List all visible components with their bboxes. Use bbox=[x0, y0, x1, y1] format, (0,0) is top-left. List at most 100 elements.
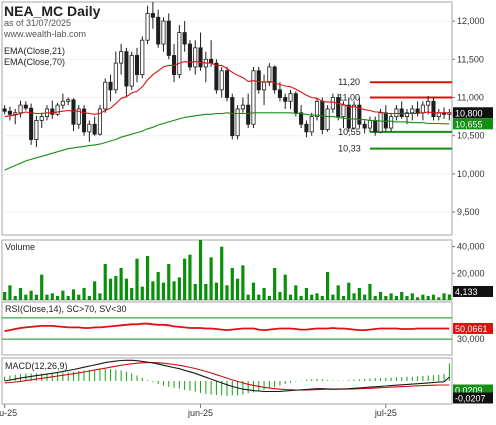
candle-body bbox=[346, 104, 351, 129]
candle-body bbox=[18, 104, 23, 114]
ema70-line bbox=[4, 112, 450, 171]
candle-body bbox=[219, 70, 224, 91]
volume-bar bbox=[315, 293, 319, 300]
volume-bar bbox=[34, 294, 38, 300]
price-tick-label: 10,500 bbox=[457, 131, 485, 141]
volume-bar bbox=[294, 285, 298, 300]
price-tick-label: 12,000 bbox=[457, 16, 485, 26]
candle-body bbox=[60, 100, 65, 106]
candle-body bbox=[182, 32, 187, 45]
candle-body bbox=[426, 100, 431, 106]
volume-bar bbox=[431, 294, 436, 300]
rsi-panel-frame bbox=[1, 301, 453, 356]
volume-bar bbox=[183, 258, 187, 300]
volume-bar bbox=[405, 296, 409, 300]
volume-bar bbox=[114, 276, 118, 300]
volume-bar bbox=[257, 294, 261, 300]
candle-body bbox=[224, 70, 230, 98]
macd-panel-frame bbox=[1, 357, 453, 405]
volume-bar bbox=[384, 296, 388, 300]
candle-body bbox=[2, 108, 7, 112]
volume-bar bbox=[442, 293, 446, 300]
volume-bar bbox=[310, 294, 314, 300]
candle-body bbox=[161, 20, 166, 45]
candle-body bbox=[240, 104, 245, 110]
volume-bar bbox=[283, 274, 287, 300]
volume-bar bbox=[130, 288, 134, 300]
candle-body bbox=[246, 104, 251, 125]
candle-body bbox=[389, 116, 394, 129]
candle-body bbox=[145, 13, 150, 41]
candle-body bbox=[394, 108, 399, 117]
volume-bar bbox=[225, 285, 229, 300]
price-tick-label: 9,500 bbox=[457, 207, 480, 217]
candle-body bbox=[13, 112, 18, 115]
candle-body bbox=[113, 62, 118, 91]
volume-bar bbox=[193, 284, 197, 300]
volume-bar bbox=[66, 296, 70, 300]
volume-bar bbox=[161, 282, 166, 300]
volume-bar bbox=[230, 268, 234, 300]
chart-title: NEA_MC Daily bbox=[4, 3, 101, 19]
volume-bar bbox=[320, 296, 324, 300]
macd-last-tag: 0,0209 bbox=[455, 386, 483, 396]
volume-bar bbox=[151, 281, 155, 300]
volume-bar bbox=[246, 294, 250, 300]
candle-body bbox=[82, 108, 87, 133]
ema-long-legend: EMA(Close,70) bbox=[4, 57, 66, 67]
volume-bar bbox=[172, 281, 176, 300]
x-tick-label: jun-25 bbox=[187, 408, 213, 418]
candle-body bbox=[251, 70, 256, 125]
rsi-last-tag-bg bbox=[453, 322, 493, 334]
volume-bar bbox=[347, 282, 351, 300]
volume-bar bbox=[209, 257, 213, 300]
volume-bar bbox=[3, 292, 7, 300]
x-tick-label: jul-25 bbox=[374, 408, 397, 418]
volume-tick-label: 40,000 bbox=[457, 242, 485, 252]
candle-body bbox=[129, 55, 134, 87]
candle-body bbox=[150, 13, 155, 18]
macd-last-tag-bg bbox=[453, 384, 493, 396]
ema-short-legend: EMA(Close,21) bbox=[4, 46, 66, 56]
ema70-tag: 10,655 bbox=[455, 119, 483, 129]
price-tick-label: 10,000 bbox=[457, 169, 485, 179]
volume-bar bbox=[98, 293, 102, 300]
volume-last-tag: 4,133 bbox=[455, 287, 478, 297]
volume-bar bbox=[447, 294, 451, 300]
volume-bar bbox=[156, 272, 160, 300]
volume-bar bbox=[18, 288, 23, 300]
candle-body bbox=[39, 116, 44, 121]
volume-bar bbox=[437, 297, 441, 300]
candle-body bbox=[235, 108, 240, 137]
volume-bar bbox=[421, 294, 425, 300]
volume-bar bbox=[103, 264, 107, 300]
candle-body bbox=[330, 97, 335, 110]
rsi-line bbox=[4, 322, 450, 332]
candle-body bbox=[325, 108, 330, 130]
price-panel-frame bbox=[1, 1, 453, 236]
candle-body bbox=[97, 108, 102, 135]
candle-body bbox=[283, 97, 288, 102]
candle-body bbox=[399, 108, 404, 117]
candle-body bbox=[378, 112, 383, 133]
volume-bar bbox=[357, 288, 361, 300]
candle-body bbox=[71, 99, 76, 125]
candle-body bbox=[198, 47, 203, 68]
volume-bar bbox=[204, 284, 208, 300]
candle-body bbox=[415, 108, 420, 114]
macd-signal-line bbox=[4, 362, 450, 391]
volume-bar bbox=[299, 296, 303, 300]
volume-last-tag-bg bbox=[453, 285, 493, 297]
candle-body bbox=[362, 123, 367, 129]
candle-body bbox=[209, 58, 214, 64]
volume-bar bbox=[262, 288, 266, 300]
volume-bar bbox=[198, 240, 203, 300]
volume-bar bbox=[188, 254, 192, 300]
volume-bar bbox=[56, 296, 60, 300]
candle-body bbox=[214, 62, 219, 91]
volume-bar bbox=[45, 294, 49, 300]
volume-tick-label: 20,000 bbox=[457, 268, 485, 278]
volume-bar bbox=[146, 256, 150, 300]
volume-bar bbox=[288, 294, 293, 300]
macd-title: MACD(12,26,9) bbox=[5, 361, 68, 371]
